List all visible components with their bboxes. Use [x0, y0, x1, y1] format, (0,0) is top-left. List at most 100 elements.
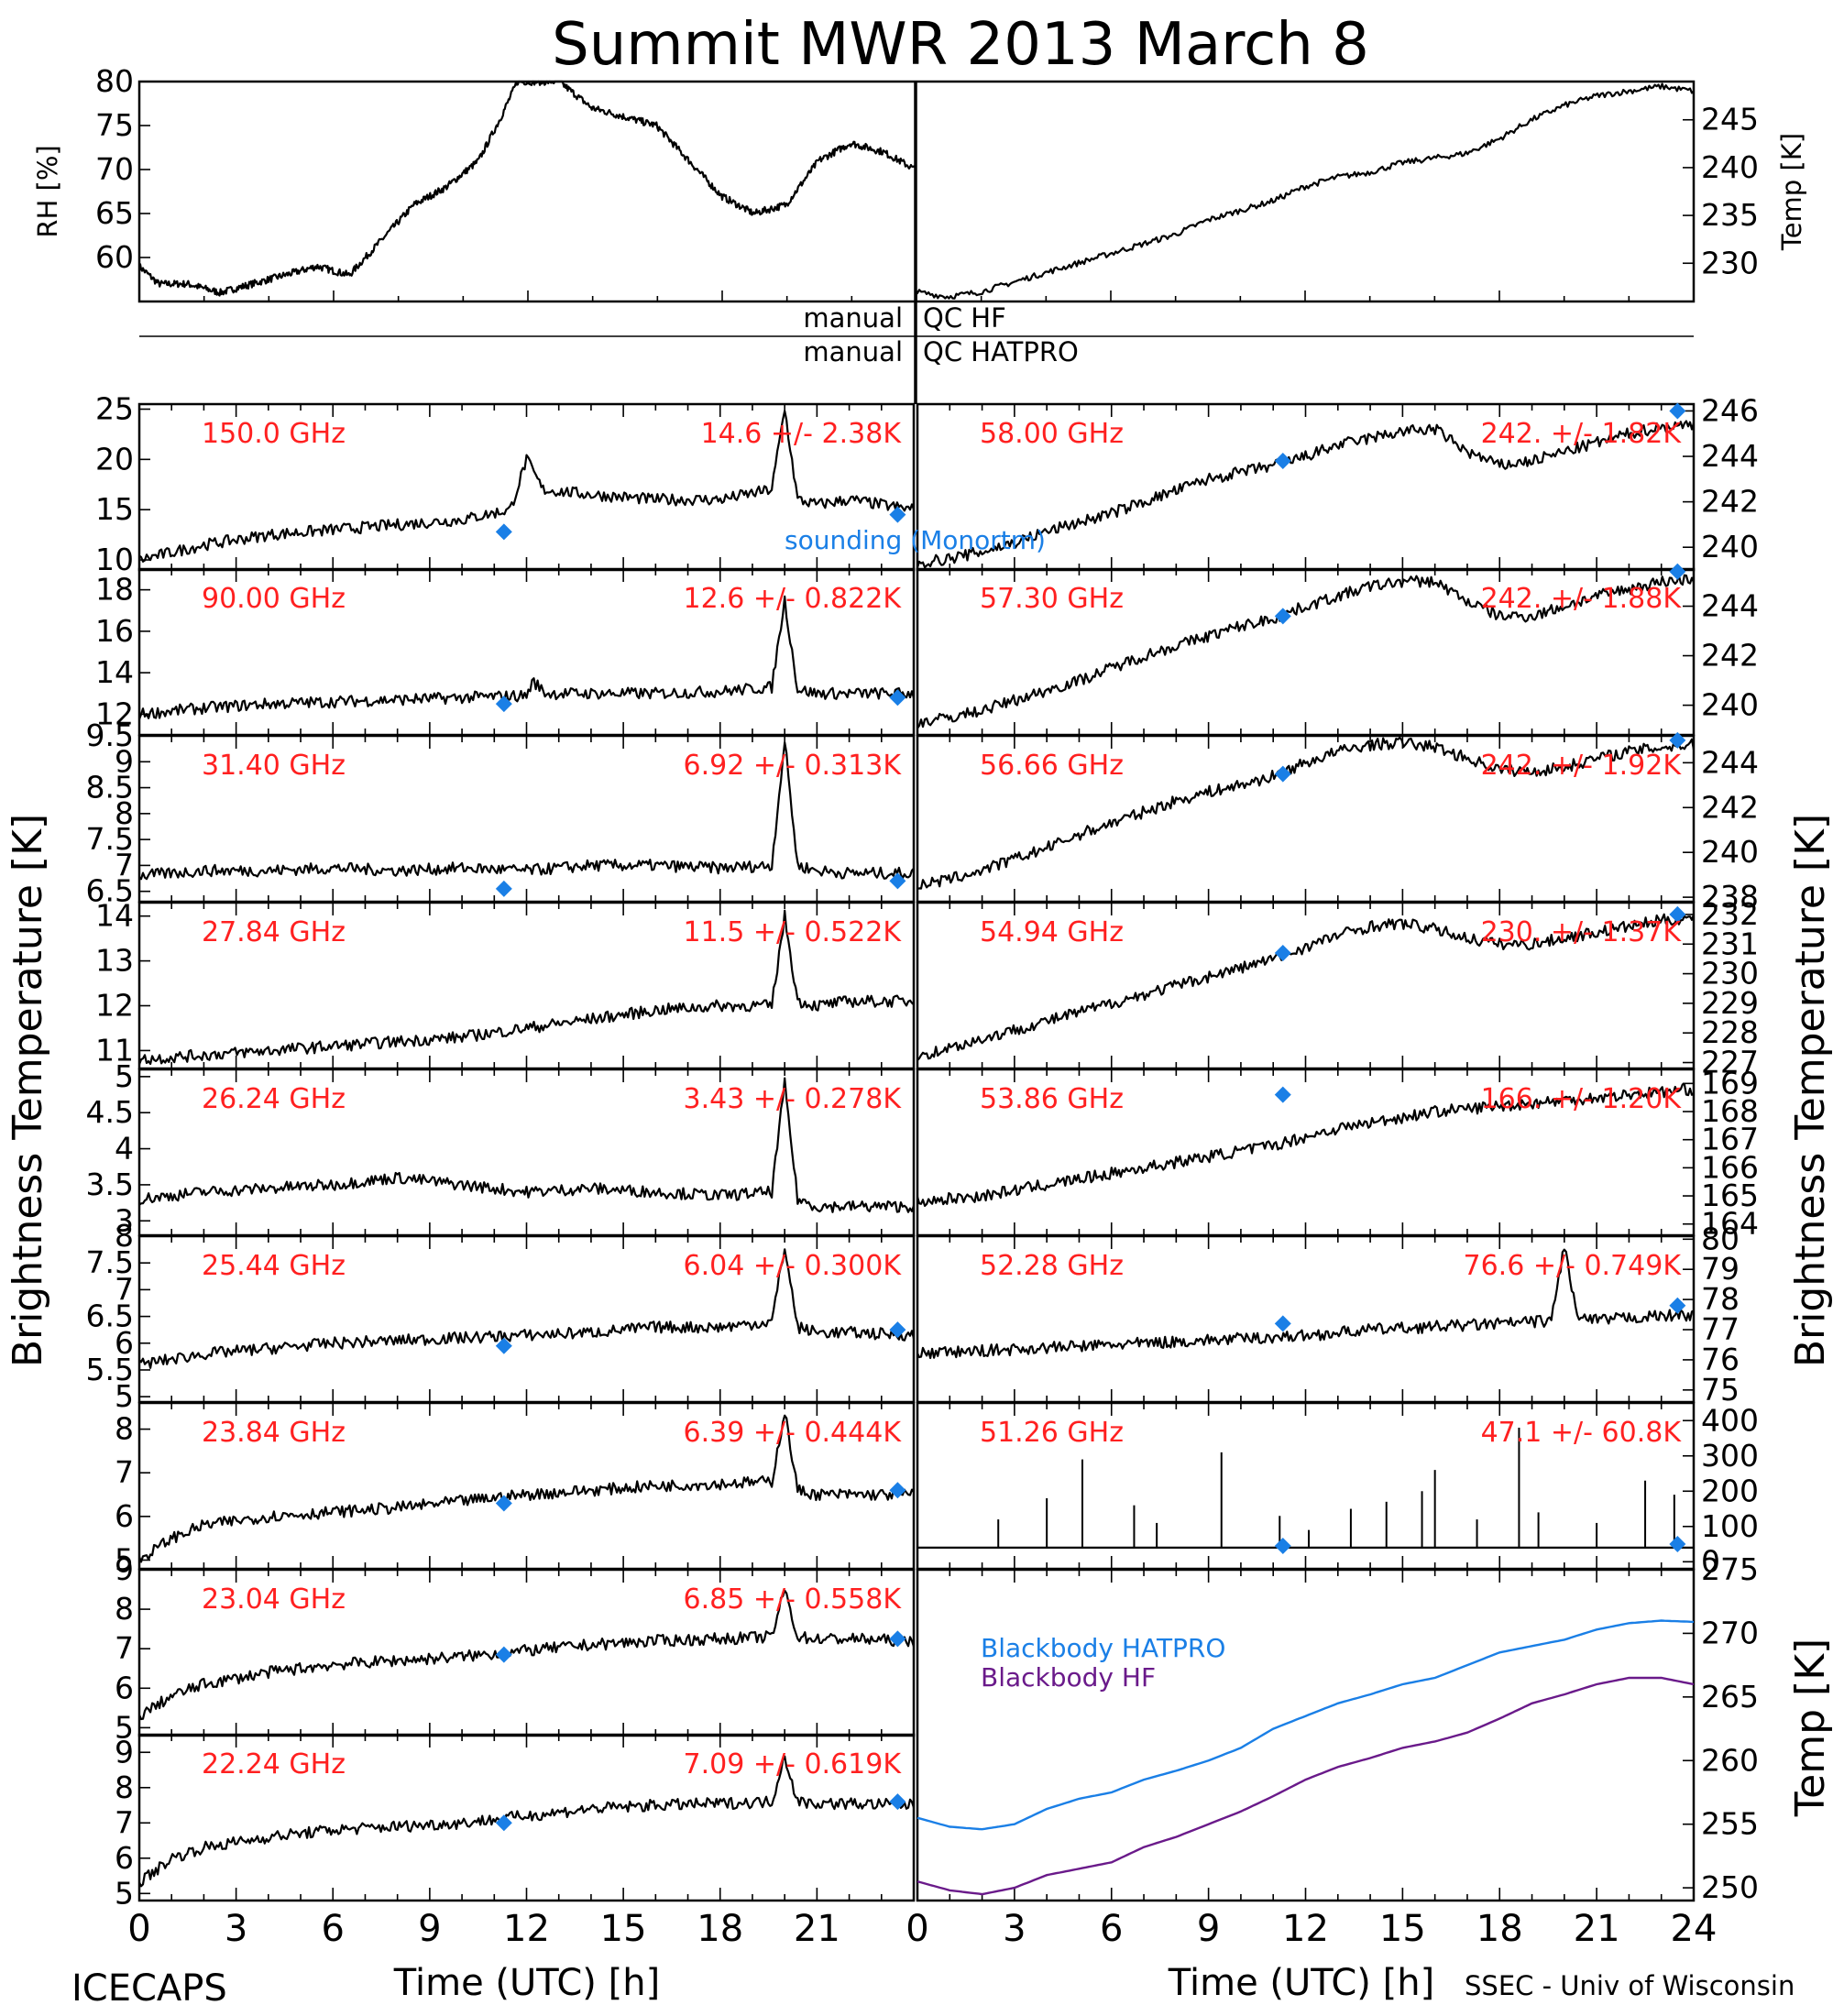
- right-2-stat-label: 242. +/- 1.88K: [1481, 583, 1683, 615]
- left-5-ytick-label: 5: [115, 1058, 134, 1094]
- right-2-sounding-marker: [1274, 608, 1291, 625]
- left-6-ytick-label: 5.5: [86, 1352, 134, 1387]
- left-6-ytick-label: 6: [115, 1325, 134, 1361]
- right-2-ytick-label: 240: [1701, 687, 1759, 723]
- temp-trace: [915, 82, 1695, 300]
- right-7-ytick-label: 100: [1701, 1508, 1759, 1544]
- left-9-ytick-label: 6: [115, 1840, 134, 1876]
- chart-title: Summit MWR 2013 March 8: [552, 11, 1369, 79]
- right-x-axis-label: Time (UTC) [h]: [1168, 1962, 1434, 2004]
- left-2-ytick-label: 16: [95, 613, 134, 649]
- right-5-ytick-label: 166: [1701, 1149, 1759, 1185]
- left-6-stat-label: 6.04 +/- 0.300K: [684, 1250, 903, 1282]
- rh-trace-cont: [526, 80, 917, 216]
- right-6-sounding-marker: [1669, 1297, 1686, 1314]
- left-7-ytick-label: 5: [115, 1541, 134, 1577]
- left-x-tick-label: 0: [127, 1908, 150, 1950]
- blackbody-ytick-label: 265: [1701, 1679, 1759, 1715]
- blackbody-legend-1: Blackbody HF: [981, 1662, 1156, 1693]
- left-8-channel-label: 23.04 GHz: [202, 1583, 346, 1616]
- right-x-tick-label: 0: [906, 1908, 928, 1950]
- right-2-trace: [916, 574, 1696, 729]
- left-9-ytick-label: 8: [115, 1769, 134, 1805]
- right-5-channel-label: 53.86 GHz: [980, 1083, 1124, 1115]
- left-6-ytick-label: 8: [115, 1218, 134, 1254]
- left-2-ytick-label: 18: [95, 572, 134, 608]
- left-5-channel-label: 26.24 GHz: [202, 1083, 346, 1115]
- right-7-ytick-label: 300: [1701, 1438, 1759, 1474]
- footer-left: ICECAPS: [71, 1967, 227, 2010]
- temp-axis-ytick-label: 240: [1701, 149, 1759, 185]
- qc-manual-1: manual: [803, 302, 903, 334]
- left-x-tick-label: 12: [503, 1908, 550, 1950]
- right-2-channel-label: 57.30 GHz: [980, 583, 1124, 615]
- right-7-channel-label: 51.26 GHz: [980, 1417, 1124, 1449]
- top-panels: 60 65 70 75 80 RH [%] 230 235 240 245 Temp [K]: [32, 63, 1807, 404]
- left-3-stat-label: 6.92 +/- 0.313K: [684, 750, 903, 782]
- right-7-ytick-label: 200: [1701, 1473, 1759, 1508]
- left-2-ytick-label: 14: [95, 654, 134, 690]
- right-5-ytick-label: 167: [1701, 1122, 1759, 1157]
- right-4-sounding-marker: [1274, 944, 1291, 961]
- left-5-ytick-label: 3: [115, 1202, 134, 1238]
- left-6-ytick-label: 7.5: [86, 1244, 134, 1280]
- right-6-trace: [916, 1248, 1695, 1360]
- left-1-trace: [138, 410, 916, 563]
- footer-right: SSEC - Univ of Wisconsin: [1465, 1970, 1795, 2001]
- right-x-tick-label: 18: [1476, 1908, 1523, 1950]
- left-2-stat-label: 12.6 +/- 0.822K: [684, 583, 903, 615]
- right-3-ytick-label: 240: [1701, 834, 1759, 870]
- left-6-ytick-label: 5: [115, 1378, 134, 1414]
- right-x-tick-label: 21: [1574, 1908, 1620, 1950]
- left-8-sounding-marker: [495, 1646, 512, 1663]
- left-3-ytick-label: 6.5: [86, 873, 134, 909]
- left-6-trace: [138, 1248, 916, 1369]
- right-7-sounding-marker: [1669, 1536, 1686, 1553]
- left-7-trace: [137, 1414, 915, 1563]
- left-5-trace: [138, 1077, 916, 1213]
- right-5-ytick-label: 164: [1701, 1206, 1759, 1242]
- left-x-tick-label: 15: [600, 1908, 647, 1950]
- left-5-ytick-label: 4: [115, 1131, 134, 1167]
- blackbody-frame: [916, 1568, 1696, 1902]
- right-7-stat-label: 47.1 +/- 60.8K: [1481, 1417, 1683, 1449]
- left-3-ytick-label: 8.5: [86, 770, 134, 805]
- right-1-trace: [916, 420, 1696, 569]
- left-8-ytick-label: 7: [115, 1630, 134, 1666]
- left-9-ytick-label: 7: [115, 1804, 134, 1840]
- left-8-stat-label: 6.85 +/- 0.558K: [684, 1583, 903, 1616]
- left-7-sounding-marker: [495, 1495, 512, 1512]
- right-x-tick-label: 6: [1100, 1908, 1123, 1950]
- left-2-sounding-marker: [889, 689, 906, 707]
- left-2-channel-label: 90.00 GHz: [202, 583, 346, 615]
- left-1-channel-label: 150.0 GHz: [202, 418, 346, 450]
- blackbody-series-1: [916, 1676, 1695, 1896]
- left-channel-panels: 10 15 20 25 150.0 GHz 14.6 +/- 2.38K 12 14 16 18 9…: [86, 390, 916, 2004]
- rh-axis-ytick-label: 70: [95, 151, 134, 187]
- temp-axis-label: Temp [K]: [1776, 133, 1807, 251]
- right-6-sounding-marker: [1274, 1315, 1291, 1332]
- right-1-stat-label: 242. +/- 1.82K: [1481, 418, 1683, 450]
- left-9-ytick-label: 5: [115, 1875, 134, 1911]
- right-3-trace: [916, 736, 1696, 891]
- left-8-ytick-label: 5: [115, 1709, 134, 1745]
- blackbody-ytick-label: 260: [1701, 1742, 1759, 1778]
- right-x-tick-label: 9: [1197, 1908, 1220, 1950]
- blackbody-series-0: [916, 1619, 1695, 1831]
- right-3-channel-label: 56.66 GHz: [980, 750, 1124, 782]
- left-4-ytick-label: 12: [95, 988, 134, 1024]
- left-5-ytick-label: 4.5: [86, 1094, 134, 1130]
- right-5-ytick-label: 165: [1701, 1178, 1759, 1213]
- left-4-ytick-label: 13: [95, 943, 134, 979]
- blackbody-ytick-label: 270: [1701, 1615, 1759, 1650]
- right-6-channel-label: 52.28 GHz: [980, 1250, 1124, 1282]
- right-4-channel-label: 54.94 GHz: [980, 916, 1124, 948]
- right-6-ytick-label: 78: [1701, 1281, 1740, 1317]
- right-2-ytick-label: 244: [1701, 588, 1759, 624]
- left-4-channel-label: 27.84 GHz: [202, 916, 346, 948]
- right-1-sounding-marker: [1274, 452, 1291, 469]
- right-7-ytick-label: 0: [1701, 1543, 1720, 1579]
- right-6-ytick-label: 76: [1701, 1342, 1740, 1377]
- right-6-ytick-label: 80: [1701, 1221, 1740, 1256]
